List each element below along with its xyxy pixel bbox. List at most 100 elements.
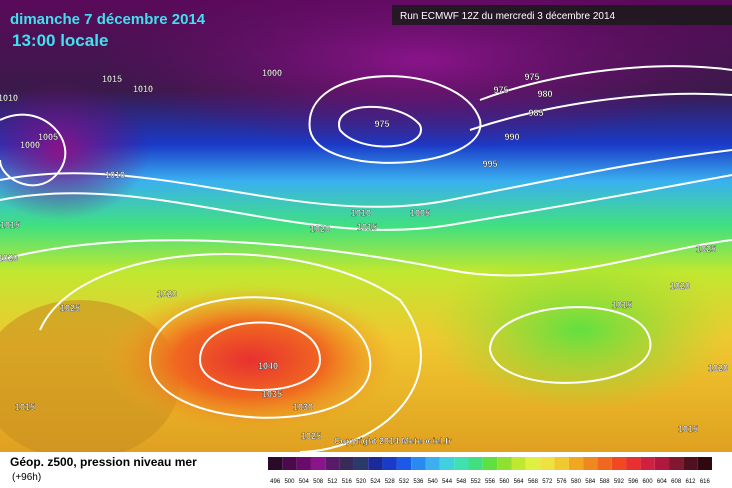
colorbar-label: 524 <box>370 479 381 485</box>
colorbar-swatch <box>654 457 670 470</box>
isobar-line <box>469 92 732 131</box>
isobar-label: 1010 <box>133 84 153 94</box>
isobar-line <box>0 113 67 187</box>
date-title: dimanche 7 décembre 2014 <box>10 11 206 28</box>
isobar-label: 975 <box>493 85 508 95</box>
isobar-line <box>0 174 732 231</box>
isobar-label: 1010 <box>351 208 371 218</box>
colorbar-label: 528 <box>385 479 396 485</box>
isobar-label: 1015 <box>15 402 35 412</box>
isobar-line <box>198 321 322 391</box>
isobar-label: 980 <box>537 89 552 99</box>
isobar-label: 1025 <box>301 431 321 441</box>
colorbar-swatch <box>497 457 512 470</box>
colorbar-swatch <box>425 457 440 470</box>
isobar-label: 1015 <box>357 222 377 232</box>
colorbar-label: 580 <box>571 479 582 485</box>
isobar-label: 1015 <box>102 74 122 84</box>
colorbar-swatch <box>482 457 498 470</box>
isobars <box>0 65 732 453</box>
colorbar-swatch <box>411 457 426 470</box>
colorbar-label: 536 <box>413 479 424 485</box>
colorbar-swatch <box>396 457 412 470</box>
colorbar-swatch <box>468 457 483 470</box>
colorbar-label: 564 <box>514 479 525 485</box>
isobar-label: 1035 <box>262 389 282 399</box>
isobar-label: 1020 <box>310 224 330 234</box>
isobar-label: 975 <box>524 72 539 82</box>
colorbar-swatch <box>554 457 569 470</box>
isobar-label: 1025 <box>60 303 80 313</box>
colorbar-label: 560 <box>499 479 510 485</box>
colorbar-label: 584 <box>585 479 596 485</box>
high-area <box>100 285 400 435</box>
isobar-line <box>39 253 422 453</box>
colorbar-label: 592 <box>614 479 625 485</box>
colorbar-swatch <box>611 457 627 470</box>
colorbar-swatch <box>439 457 455 470</box>
colorbar-swatch <box>339 457 354 470</box>
isobar-label: 975 <box>374 119 389 129</box>
colorbar-swatch <box>640 457 655 470</box>
colorbar-label: 556 <box>485 479 496 485</box>
colorbar-label: 508 <box>313 479 324 485</box>
isobar-label: 1010 <box>0 93 18 103</box>
colorbar-label: 572 <box>542 479 553 485</box>
colorbar-label: 604 <box>657 479 668 485</box>
isobar-label: 1005 <box>410 208 430 218</box>
isobar-label: 1040 <box>258 361 278 371</box>
colorbar-swatch <box>583 457 598 470</box>
colorbar-label: 520 <box>356 479 367 485</box>
colorbar-label: 600 <box>643 479 654 485</box>
isobar-label: 1020 <box>670 281 690 291</box>
colorbar-label: 576 <box>557 479 568 485</box>
colorbar-label: 512 <box>327 479 338 485</box>
isobar-label: 1020 <box>708 363 728 373</box>
colorbar-label: 500 <box>284 479 295 485</box>
colorbar-swatch <box>540 457 555 470</box>
colorbar-label: 608 <box>671 479 682 485</box>
isobar-line <box>338 105 422 148</box>
colorbar-swatch <box>268 457 283 470</box>
lead-time: (+96h) <box>12 472 41 483</box>
colorbar-label: 544 <box>442 479 453 485</box>
run-box <box>392 5 732 25</box>
colorbar-label: 612 <box>686 479 697 485</box>
colorbar-swatch <box>697 457 712 470</box>
isobar-line <box>0 239 732 277</box>
isobar-label: 1000 <box>20 140 40 150</box>
colorbar-swatch <box>368 457 383 470</box>
isobar-line <box>0 149 732 208</box>
colorbar-swatch <box>353 457 369 470</box>
colorbar-label: 516 <box>342 479 353 485</box>
colorbar-label: 540 <box>428 479 439 485</box>
colorbar-swatch <box>669 457 684 470</box>
isobar-label: 990 <box>504 132 519 142</box>
colorbar-swatch <box>568 457 584 470</box>
isobar-label: 1015 <box>678 424 698 434</box>
colorbar-swatch <box>310 457 326 470</box>
isobar-label: 1025 <box>696 244 716 254</box>
colorbar-swatch <box>296 457 311 470</box>
colorbar-label: 596 <box>628 479 639 485</box>
colorbar-label: 504 <box>299 479 310 485</box>
colorbar-swatch <box>525 457 541 470</box>
colorbar-swatch <box>626 457 641 470</box>
colorbar-swatch <box>511 457 526 470</box>
isobar-line <box>479 65 732 101</box>
colorbar-swatch <box>683 457 698 470</box>
run-info: Run ECMWF 12Z du mercredi 3 décembre 201… <box>400 11 616 22</box>
colorbar-label: 496 <box>270 479 281 485</box>
colorbar-swatch <box>282 457 297 470</box>
low-area <box>100 0 732 150</box>
isobar-label: 1000 <box>262 68 282 78</box>
time-title: 13:00 locale <box>12 31 108 50</box>
isobar-label: 995 <box>482 159 497 169</box>
colorbar-swatch <box>597 457 612 470</box>
isobar-label: 985 <box>528 108 543 118</box>
colorbar-label: 532 <box>399 479 410 485</box>
colorbar-label: 548 <box>456 479 467 485</box>
colorbar-label: 588 <box>600 479 611 485</box>
colorbar-swatch <box>454 457 469 470</box>
